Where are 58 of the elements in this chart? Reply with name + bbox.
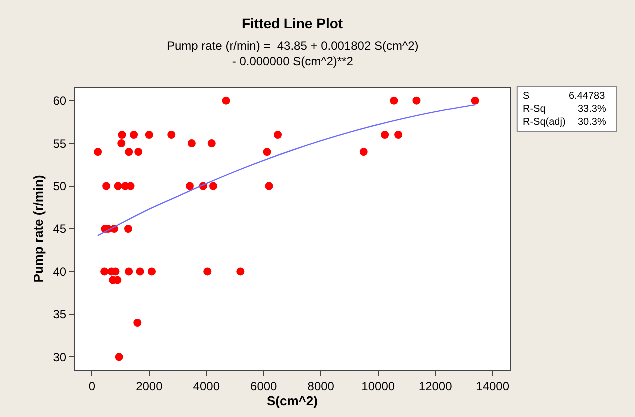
point [412, 96, 421, 105]
y-tick-label: 40 [53, 264, 67, 279]
y-tick-label: 50 [53, 179, 67, 194]
point [168, 131, 176, 139]
point [204, 268, 212, 276]
point [148, 268, 156, 276]
point [125, 268, 134, 276]
x-axis-title: S(cm^2) [267, 393, 318, 408]
point [208, 140, 216, 148]
point [136, 268, 144, 276]
point [114, 182, 122, 190]
x-tick-label: 2000 [136, 379, 164, 394]
point [222, 96, 230, 105]
y-axis-title: Pump rate (r/min) [31, 175, 46, 283]
x-tick-label: 6000 [250, 379, 278, 394]
point [186, 182, 194, 190]
point [118, 131, 126, 139]
point [100, 268, 109, 276]
point [381, 131, 390, 139]
point [274, 131, 282, 139]
text: 6.44783 [569, 91, 606, 102]
point [130, 131, 138, 139]
point [263, 148, 272, 156]
point [471, 96, 480, 105]
point [125, 148, 134, 156]
point [210, 182, 218, 190]
chart-title: Fitted Line Plot [242, 16, 344, 32]
chart-subtitle: Pump rate (r/min) = 43.85 + 0.001802 S(cm^2) - 0.000000 S(cm^2)**2 [167, 39, 419, 69]
x-tick-label: 12000 [418, 379, 453, 394]
point [265, 182, 274, 190]
point [236, 268, 245, 276]
text: 30.3% [578, 117, 606, 128]
point [145, 131, 154, 139]
point [360, 148, 368, 156]
x-tick-label: 8000 [308, 379, 335, 394]
y-tick-label: 30 [53, 350, 67, 364]
point [124, 225, 132, 233]
text: 33.3% [578, 104, 606, 115]
text: S [523, 91, 530, 102]
point [134, 319, 142, 327]
x-tick-label: 14000 [476, 379, 510, 394]
text: R-Sq [523, 104, 546, 115]
y-tick-label: 35 [53, 308, 67, 322]
point [115, 353, 124, 362]
y-tick-label: 60 [53, 94, 67, 108]
point [94, 148, 102, 156]
point [134, 148, 143, 156]
x-tick-label: 0 [88, 379, 96, 394]
point [102, 182, 111, 190]
text: R-Sq(adj) [523, 117, 566, 128]
y-tick-label: 55 [53, 136, 67, 151]
point [188, 140, 196, 148]
point [118, 140, 126, 148]
x-tick-label: 10000 [362, 379, 396, 394]
point [394, 131, 403, 139]
x-tick-label: 4000 [193, 379, 220, 394]
y-tick-label: 45 [53, 222, 67, 236]
point [390, 96, 398, 105]
